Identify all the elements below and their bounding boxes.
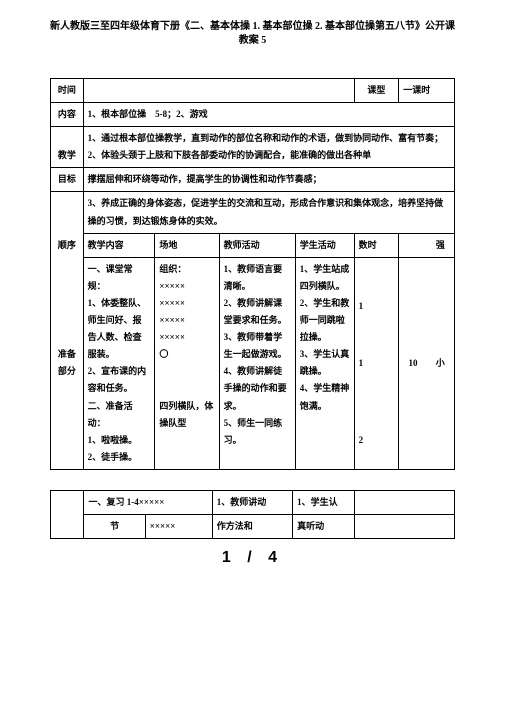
- num2: 1: [359, 355, 395, 372]
- b-r2e3: [427, 514, 454, 538]
- b-r2d: 真听动: [293, 514, 355, 538]
- num3: 2: [359, 432, 395, 449]
- cell-h6-empty: [399, 233, 427, 257]
- cell-h6: 强: [427, 233, 455, 257]
- cell-goal3-text: 3、养成正确的身体姿态，促进学生的交流和互动，形成合作意识和集体观念，培养坚持做…: [83, 192, 454, 233]
- b-r1e2: [400, 490, 427, 514]
- cell-type-label: 课型: [354, 79, 399, 103]
- cell-h4: 学生活动: [295, 233, 354, 257]
- b-r2c: 作方法和: [212, 514, 292, 538]
- num1: 1: [359, 298, 395, 315]
- cell-goal-text: 撑摆屈伸和环绕等动作，提高学生的协调性和动作节奏感；: [83, 168, 454, 192]
- cell-col7: 小: [427, 257, 455, 469]
- b-r1e3: [427, 490, 454, 514]
- cell-col1: 一、课堂常规： 1、体委整队、师生问好、报告人数、检查服装。 2、宣布课的内容和…: [83, 257, 155, 469]
- b-r2e2: [400, 514, 427, 538]
- cell-prep-label: 准备部分: [51, 257, 84, 469]
- cell-col5: 1 1 2: [354, 257, 399, 469]
- b-r1c2: 1、教师讲动: [212, 490, 292, 514]
- page-number: 1 / 4: [50, 549, 455, 567]
- b-r2a: 节: [84, 514, 145, 538]
- cell-time-empty: [83, 79, 354, 103]
- cell-time-label: 时间: [51, 79, 84, 103]
- b-empty2: [51, 514, 84, 538]
- cell-goal-label: 目标: [51, 168, 84, 192]
- cell-h5: 数时: [354, 233, 399, 257]
- cell-h2: 场地: [155, 233, 219, 257]
- cell-teach-text: 1、通过根本部位操教学，直到动作的部位名称和动作的术语，做到协同动作、富有节奏；…: [83, 127, 454, 168]
- b-r2e1: [354, 514, 400, 538]
- b-empty1: [51, 490, 84, 514]
- cell-h3: 教师活动: [219, 233, 295, 257]
- cell-col3: 1、教师语言要清晰。 2、教师讲解课堂要求和任务。 3、教师带着学生一起做游戏。…: [219, 257, 295, 469]
- b-r2b: ×××××: [145, 514, 212, 538]
- cell-col4: 1、学生站成四列横队。 2、学生和教师一同跳啦拉操。 3、学生认真跳操。 4、学…: [295, 257, 354, 469]
- bottom-table: 一、复习 1-4××××× 1、教师讲动 1、学生认 节 ××××× 作方法和 …: [50, 490, 455, 539]
- cell-h1: 教学内容: [83, 233, 155, 257]
- cell-content-text: 1、根本部位操 5-8；2、游戏: [83, 103, 454, 127]
- b-r1c1: 一、复习 1-4×××××: [84, 490, 212, 514]
- cell-order-label: 顺序: [51, 233, 84, 257]
- cell-teach-label: 教学: [51, 127, 84, 168]
- document-title: 新人教版三至四年级体育下册《二、基本体操 1. 基本部位操 2. 基本部位操第五…: [50, 20, 455, 48]
- cell-col2: 组织： ××××× ××××× ××××× ××××× 〇 四列横队，体操队型: [155, 257, 219, 469]
- b-r1e1: [354, 490, 400, 514]
- cell-content-label: 内容: [51, 103, 84, 127]
- b-r1c3: 1、学生认: [293, 490, 355, 514]
- main-table: 时间 课型 一课时 内容 1、根本部位操 5-8；2、游戏 教学 1、通过根本部…: [50, 78, 455, 470]
- cell-col6: 10: [399, 257, 427, 469]
- cell-empty-left: [51, 192, 84, 233]
- cell-type-value: 一课时: [399, 79, 455, 103]
